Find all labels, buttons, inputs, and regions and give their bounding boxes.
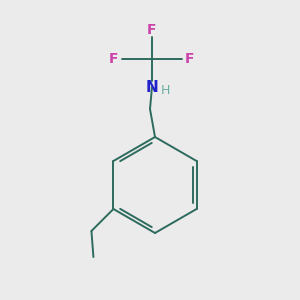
- Text: F: F: [109, 52, 119, 66]
- Text: F: F: [147, 23, 157, 37]
- Text: N: N: [146, 80, 158, 94]
- Text: H: H: [160, 83, 170, 97]
- Text: F: F: [185, 52, 195, 66]
